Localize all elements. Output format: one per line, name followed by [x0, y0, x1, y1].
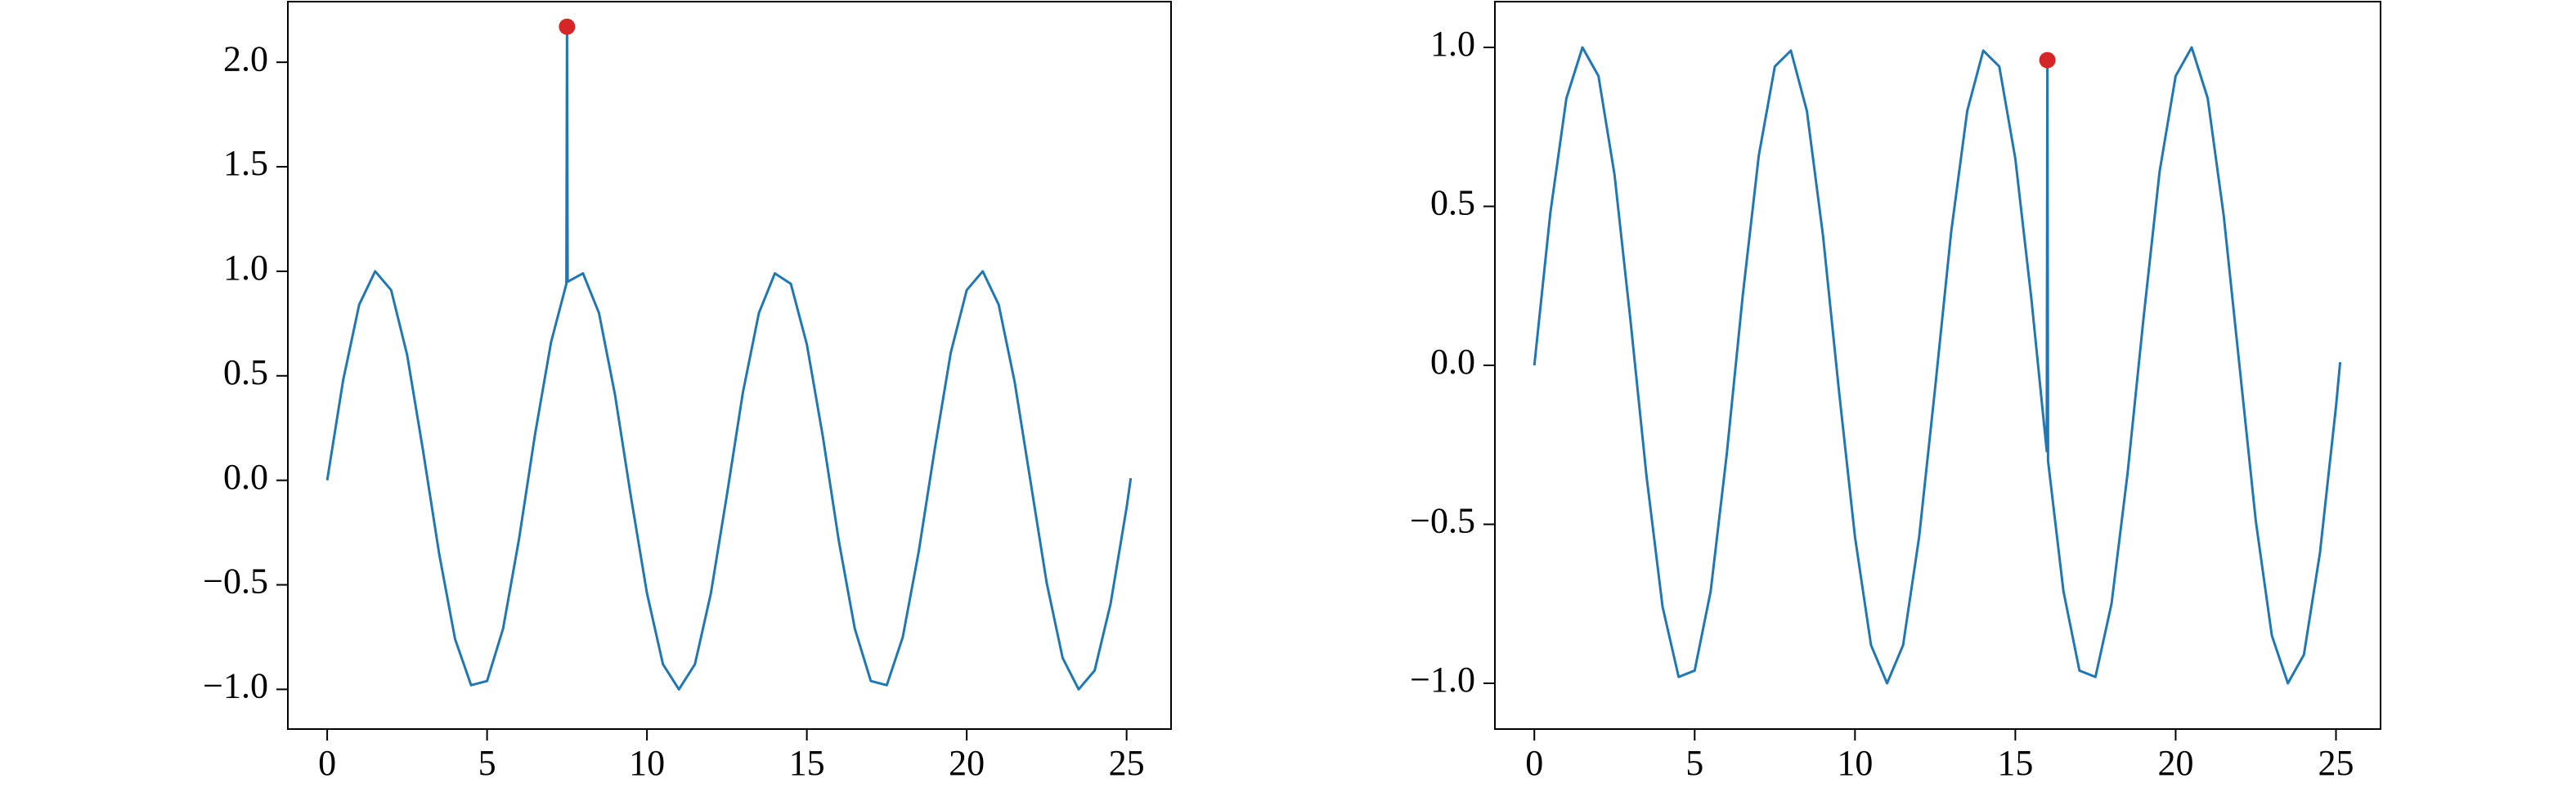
x-tick-label: 20 — [2157, 743, 2193, 783]
y-tick-label: 1.0 — [223, 248, 268, 288]
data-line — [325, 25, 1133, 691]
y-tick-label: 2.0 — [223, 38, 268, 78]
highlight-point — [2039, 51, 2056, 69]
y-tick-label: 1.5 — [223, 143, 268, 183]
data-line — [1533, 46, 2342, 685]
y-tick-label: 1.0 — [1430, 24, 1475, 64]
y-tick-label: −0.5 — [203, 562, 268, 602]
x-tick-label: 0 — [318, 743, 336, 783]
x-tick-label: 15 — [1997, 743, 2033, 783]
x-tick-label: 5 — [1685, 743, 1703, 783]
y-tick-label: −1.0 — [1410, 660, 1475, 700]
axes-frame — [287, 1, 1172, 730]
y-tick-label: −0.5 — [1410, 501, 1475, 541]
y-tick-label: 0.5 — [1430, 183, 1475, 223]
x-tick-label: 15 — [789, 743, 825, 783]
y-tick-label: −1.0 — [203, 666, 268, 706]
y-tick-label: 0.0 — [223, 457, 268, 497]
y-tick-label: 0.5 — [223, 352, 268, 392]
x-tick-label: 10 — [629, 743, 665, 783]
x-tick-label: 5 — [478, 743, 496, 783]
y-tick-label: 0.0 — [1430, 342, 1475, 382]
x-tick-label: 10 — [1837, 743, 1873, 783]
x-tick-label: 20 — [949, 743, 985, 783]
x-tick-label: 0 — [1525, 743, 1543, 783]
highlight-point — [559, 18, 576, 35]
x-tick-label: 25 — [2318, 743, 2354, 783]
x-tick-label: 25 — [1109, 743, 1145, 783]
